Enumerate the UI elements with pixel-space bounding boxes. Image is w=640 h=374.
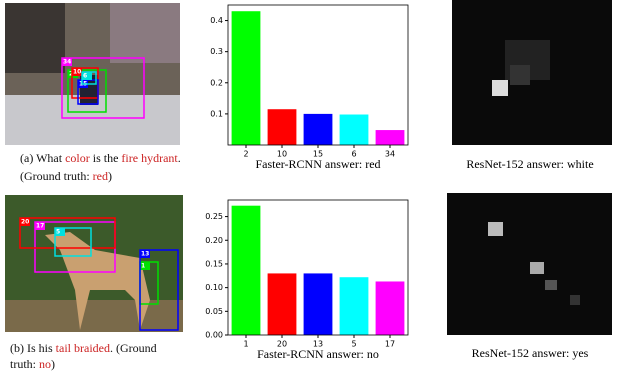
x-tick-label: 34 [385, 150, 395, 159]
bounding-box [67, 69, 107, 113]
bar [339, 277, 369, 335]
x-tick-label: 1 [243, 340, 248, 349]
bar [339, 114, 369, 145]
box-label-bg [55, 228, 65, 236]
box-label: 2 [69, 71, 73, 78]
bar [267, 273, 297, 335]
caption-part: no [39, 357, 51, 371]
bar [231, 205, 261, 335]
x-tick-label: 5 [351, 340, 356, 349]
box-label-bg [20, 218, 30, 226]
caption-part: color [65, 151, 90, 165]
caption-part: (Ground truth: [20, 169, 93, 183]
box-label-bg [140, 250, 150, 258]
box-label: 1 [141, 263, 145, 270]
x-axis-label: Faster-RCNN answer: red [255, 157, 380, 171]
photo-a [5, 3, 180, 145]
bounding-box [61, 57, 145, 119]
box-label: 6 [83, 73, 87, 80]
box-label-bg [72, 68, 82, 76]
bar [375, 281, 405, 335]
caption-part: tail braided [56, 341, 110, 355]
box-label: 20 [21, 219, 29, 226]
x-tick-label: 17 [385, 340, 395, 349]
caption-part: fire hydrant [121, 151, 178, 165]
y-tick-label: 0.1 [210, 109, 223, 118]
y-tick-label: 0.2 [210, 78, 223, 87]
box-label-bg [35, 222, 45, 230]
x-tick-label: 6 [351, 150, 356, 159]
caption-line: truth: no) [10, 357, 55, 371]
caption-part: is the [90, 151, 122, 165]
bar [231, 11, 261, 145]
caption-part: truth: [10, 357, 39, 371]
attention-map-b [447, 193, 612, 335]
caption-part: (b) Is his [10, 341, 56, 355]
bounding-box [139, 249, 179, 331]
attention-caption: ResNet-152 answer: yes [472, 346, 589, 360]
bounding-box [19, 217, 116, 249]
x-tick-label: 20 [277, 340, 287, 349]
y-tick-label: 0.15 [205, 259, 223, 268]
y-tick-label: 0.4 [210, 16, 223, 25]
box-label-bg [82, 72, 92, 80]
x-tick-label: 15 [313, 150, 323, 159]
bar [303, 273, 333, 335]
bar [303, 113, 333, 145]
caption-line: (a) What color is the fire hydrant. [20, 151, 181, 165]
caption-part: red [93, 169, 108, 183]
box-label-bg [62, 58, 72, 66]
y-tick-label: 0.10 [205, 283, 223, 292]
box-label-bg [140, 262, 150, 270]
bounding-box [54, 227, 92, 257]
box-label: 13 [141, 251, 149, 258]
box-label: 10 [73, 69, 81, 76]
caption-part: ) [108, 169, 112, 183]
x-tick-label: 10 [277, 150, 287, 159]
caption-part: . (Ground [110, 341, 157, 355]
caption-line: (Ground truth: red) [20, 169, 112, 183]
x-tick-label: 2 [243, 150, 248, 159]
box-label: 34 [63, 59, 71, 66]
attention-caption: ResNet-152 answer: white [466, 157, 593, 171]
caption-part: ) [51, 357, 55, 371]
caption-part: . [178, 151, 181, 165]
caption-part: (a) What [20, 151, 65, 165]
caption-line: (b) Is his tail braided. (Ground [10, 341, 157, 355]
y-tick-label: 0.20 [205, 236, 223, 245]
x-tick-label: 13 [313, 340, 323, 349]
y-tick-label: 0.3 [210, 47, 223, 56]
box-label: 17 [36, 223, 44, 230]
attention-map-a [452, 0, 612, 145]
y-tick-label: 0.25 [205, 212, 223, 221]
bar [267, 109, 297, 145]
y-tick-label: 0.00 [205, 331, 223, 340]
box-label: 5 [56, 229, 60, 236]
photo-b [5, 195, 183, 332]
bar [375, 130, 405, 145]
axes-frame [227, 4, 409, 146]
x-axis-label: Faster-RCNN answer: no [257, 347, 379, 361]
axes-frame [227, 199, 409, 336]
y-tick-label: 0.05 [205, 307, 223, 316]
